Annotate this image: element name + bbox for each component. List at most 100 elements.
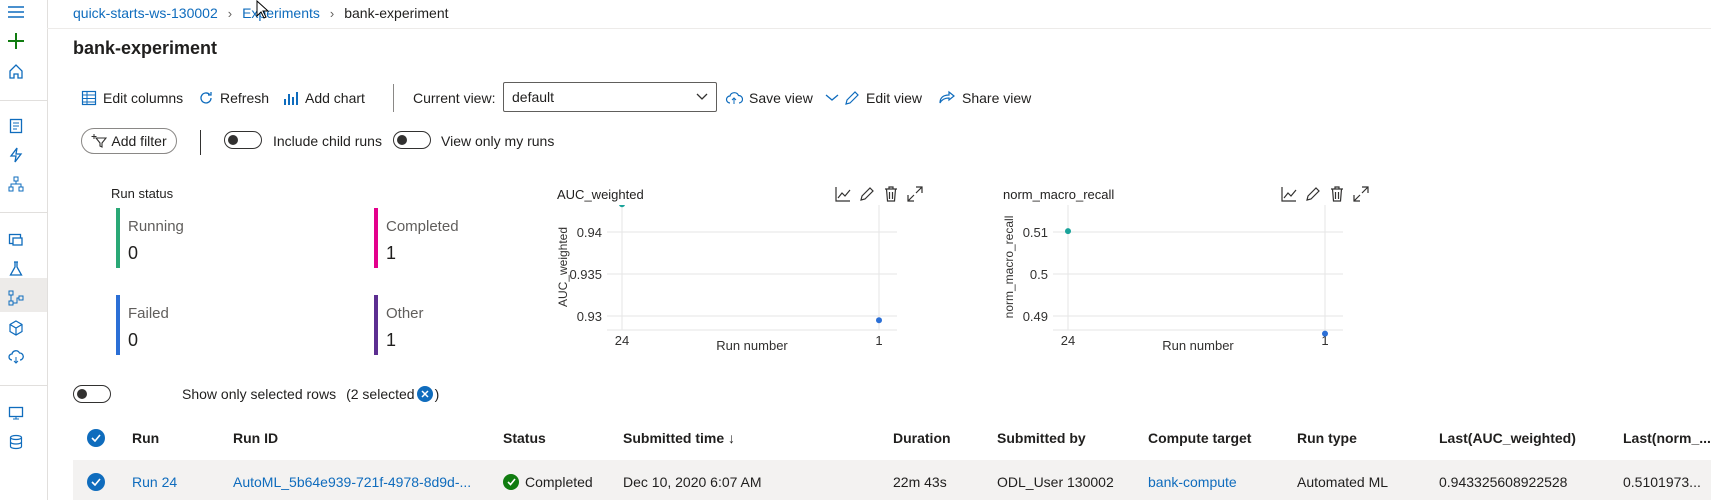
refresh-label: Refresh: [220, 90, 270, 106]
add-filter-button[interactable]: Add filter: [81, 128, 177, 154]
show-selected-rows-label: Show only selected rows: [182, 386, 337, 402]
include-child-runs-toggle[interactable]: [224, 131, 262, 149]
y-tick-label: 0.935: [569, 267, 602, 282]
chevron-down-icon[interactable]: [825, 94, 839, 102]
models-icon[interactable]: [6, 318, 26, 338]
notebooks-icon[interactable]: [6, 116, 26, 136]
expand-icon[interactable]: [1353, 186, 1369, 202]
chart-1-tools: [835, 186, 923, 202]
breadcrumb: quick-starts-ws-130002 › Experiments › b…: [73, 3, 449, 23]
y-axis-label: AUC_weighted: [556, 227, 570, 307]
status-label: Other: [386, 305, 424, 322]
share-view-label: Share view: [962, 90, 1032, 106]
column-header-run[interactable]: Run: [132, 430, 160, 446]
datastores-icon[interactable]: [6, 432, 26, 452]
y-tick-label: 0.51: [1023, 225, 1048, 240]
edit-view-button[interactable]: Edit view: [844, 86, 922, 110]
column-header-last-norm[interactable]: Last(norm_...: [1623, 430, 1711, 446]
column-header-status[interactable]: Status: [503, 430, 546, 446]
cloud-upload-icon: [725, 92, 743, 104]
trash-icon[interactable]: [883, 186, 899, 202]
compute-icon[interactable]: [6, 403, 26, 423]
row-checkbox[interactable]: [87, 473, 105, 491]
select-all-checkbox[interactable]: [87, 429, 105, 447]
data-point[interactable]: [1065, 228, 1071, 235]
share-view-button[interactable]: Share view: [938, 86, 1031, 110]
chevron-right-icon: ›: [227, 5, 233, 21]
pencil-icon[interactable]: [1305, 186, 1321, 202]
status-tile-failed[interactable]: Failed 0: [116, 295, 266, 355]
current-view-dropdown[interactable]: default: [503, 82, 717, 112]
column-header-duration[interactable]: Duration: [893, 430, 951, 446]
datasets-icon[interactable]: [6, 229, 26, 249]
view-only-my-runs-label: View only my runs: [441, 133, 555, 149]
chart-2-tools: [1281, 186, 1369, 202]
column-header-compute-target[interactable]: Compute target: [1148, 430, 1252, 446]
x-tick-label: 24: [615, 333, 629, 348]
home-icon[interactable]: [6, 61, 26, 81]
edit-columns-button[interactable]: Edit columns: [81, 86, 183, 110]
breadcrumb-workspace-link[interactable]: quick-starts-ws-130002: [73, 5, 218, 21]
data-point[interactable]: [619, 205, 625, 208]
designer-icon[interactable]: [6, 174, 26, 194]
status-count: 1: [386, 243, 397, 263]
table-row[interactable]: [73, 460, 1711, 500]
edit-columns-label: Edit columns: [103, 90, 184, 106]
save-view-button[interactable]: Save view: [725, 86, 839, 110]
line-chart-icon[interactable]: [835, 186, 851, 202]
data-point[interactable]: [876, 317, 882, 324]
status-count: 0: [128, 330, 139, 350]
experiments-icon[interactable]: [6, 259, 26, 279]
pencil-icon[interactable]: [859, 186, 875, 202]
status-tile-completed[interactable]: Completed 1: [374, 208, 524, 268]
run-id-link[interactable]: AutoML_5b64e939-721f-4978-8d9d-...: [233, 474, 472, 490]
last-auc-cell: 0.943325608922528: [1439, 474, 1568, 490]
breadcrumb-experiments-link[interactable]: Experiments: [242, 5, 320, 21]
status-color-bar: [374, 295, 378, 355]
selected-rows-info: Show only selected rows (2 selected ): [182, 386, 439, 402]
submitted-time-cell: Dec 10, 2020 6:07 AM: [623, 474, 762, 490]
last-norm-cell: 0.5101973...: [1623, 474, 1701, 490]
y-tick-label: 0.5: [1030, 267, 1048, 282]
duration-cell: 22m 43s: [893, 474, 947, 490]
x-tick-label: 1: [875, 333, 882, 348]
clear-selection-icon[interactable]: [416, 386, 433, 402]
edit-view-label: Edit view: [866, 90, 923, 106]
pipelines-icon[interactable]: [6, 288, 26, 308]
chevron-right-icon: ›: [329, 5, 335, 21]
expand-icon[interactable]: [907, 186, 923, 202]
status-tile-running[interactable]: Running 0: [116, 208, 266, 268]
include-child-runs-label: Include child runs: [273, 133, 382, 149]
status-label: Failed: [128, 305, 169, 322]
auc-weighted-scatter-chart: 24 1 0.94 0.935 0.93 Run number AUC_weighted: [556, 205, 897, 353]
status-label: Running: [128, 218, 184, 235]
column-header-run-id[interactable]: Run ID: [233, 430, 279, 446]
pencil-icon: [845, 91, 859, 105]
add-chart-label: Add chart: [305, 90, 365, 106]
column-header-submitted-time[interactable]: Submitted time ↓: [623, 430, 736, 446]
line-chart-icon[interactable]: [1281, 186, 1297, 202]
run-link[interactable]: Run 24: [132, 474, 178, 490]
rail-active-highlight: [0, 278, 47, 312]
show-selected-rows-toggle[interactable]: [73, 385, 111, 403]
status-tile-other[interactable]: Other 1: [374, 295, 524, 355]
current-view-value: default: [512, 89, 555, 105]
automated-ml-icon[interactable]: [6, 145, 26, 165]
status-count: 1: [386, 330, 397, 350]
create-new-icon[interactable]: [6, 31, 26, 51]
chart-title-norm-macro-recall: norm_macro_recall: [1003, 187, 1115, 202]
view-only-my-runs-toggle[interactable]: [393, 131, 431, 149]
status-label: Completed: [386, 218, 459, 235]
add-chart-button[interactable]: Add chart: [283, 86, 365, 110]
hamburger-menu-icon[interactable]: [6, 2, 26, 22]
data-point[interactable]: [1322, 330, 1328, 337]
endpoints-icon[interactable]: [6, 347, 26, 367]
column-header-run-type[interactable]: Run type: [1297, 430, 1357, 446]
column-header-last-auc-weighted[interactable]: Last(AUC_weighted): [1439, 430, 1576, 446]
trash-icon[interactable]: [1329, 186, 1345, 202]
share-icon: [939, 90, 955, 104]
column-header-submitted-by[interactable]: Submitted by: [997, 430, 1086, 446]
compute-target-link[interactable]: bank-compute: [1148, 474, 1237, 490]
refresh-button[interactable]: Refresh: [198, 86, 269, 110]
x-tick-label: 1: [1321, 333, 1328, 348]
